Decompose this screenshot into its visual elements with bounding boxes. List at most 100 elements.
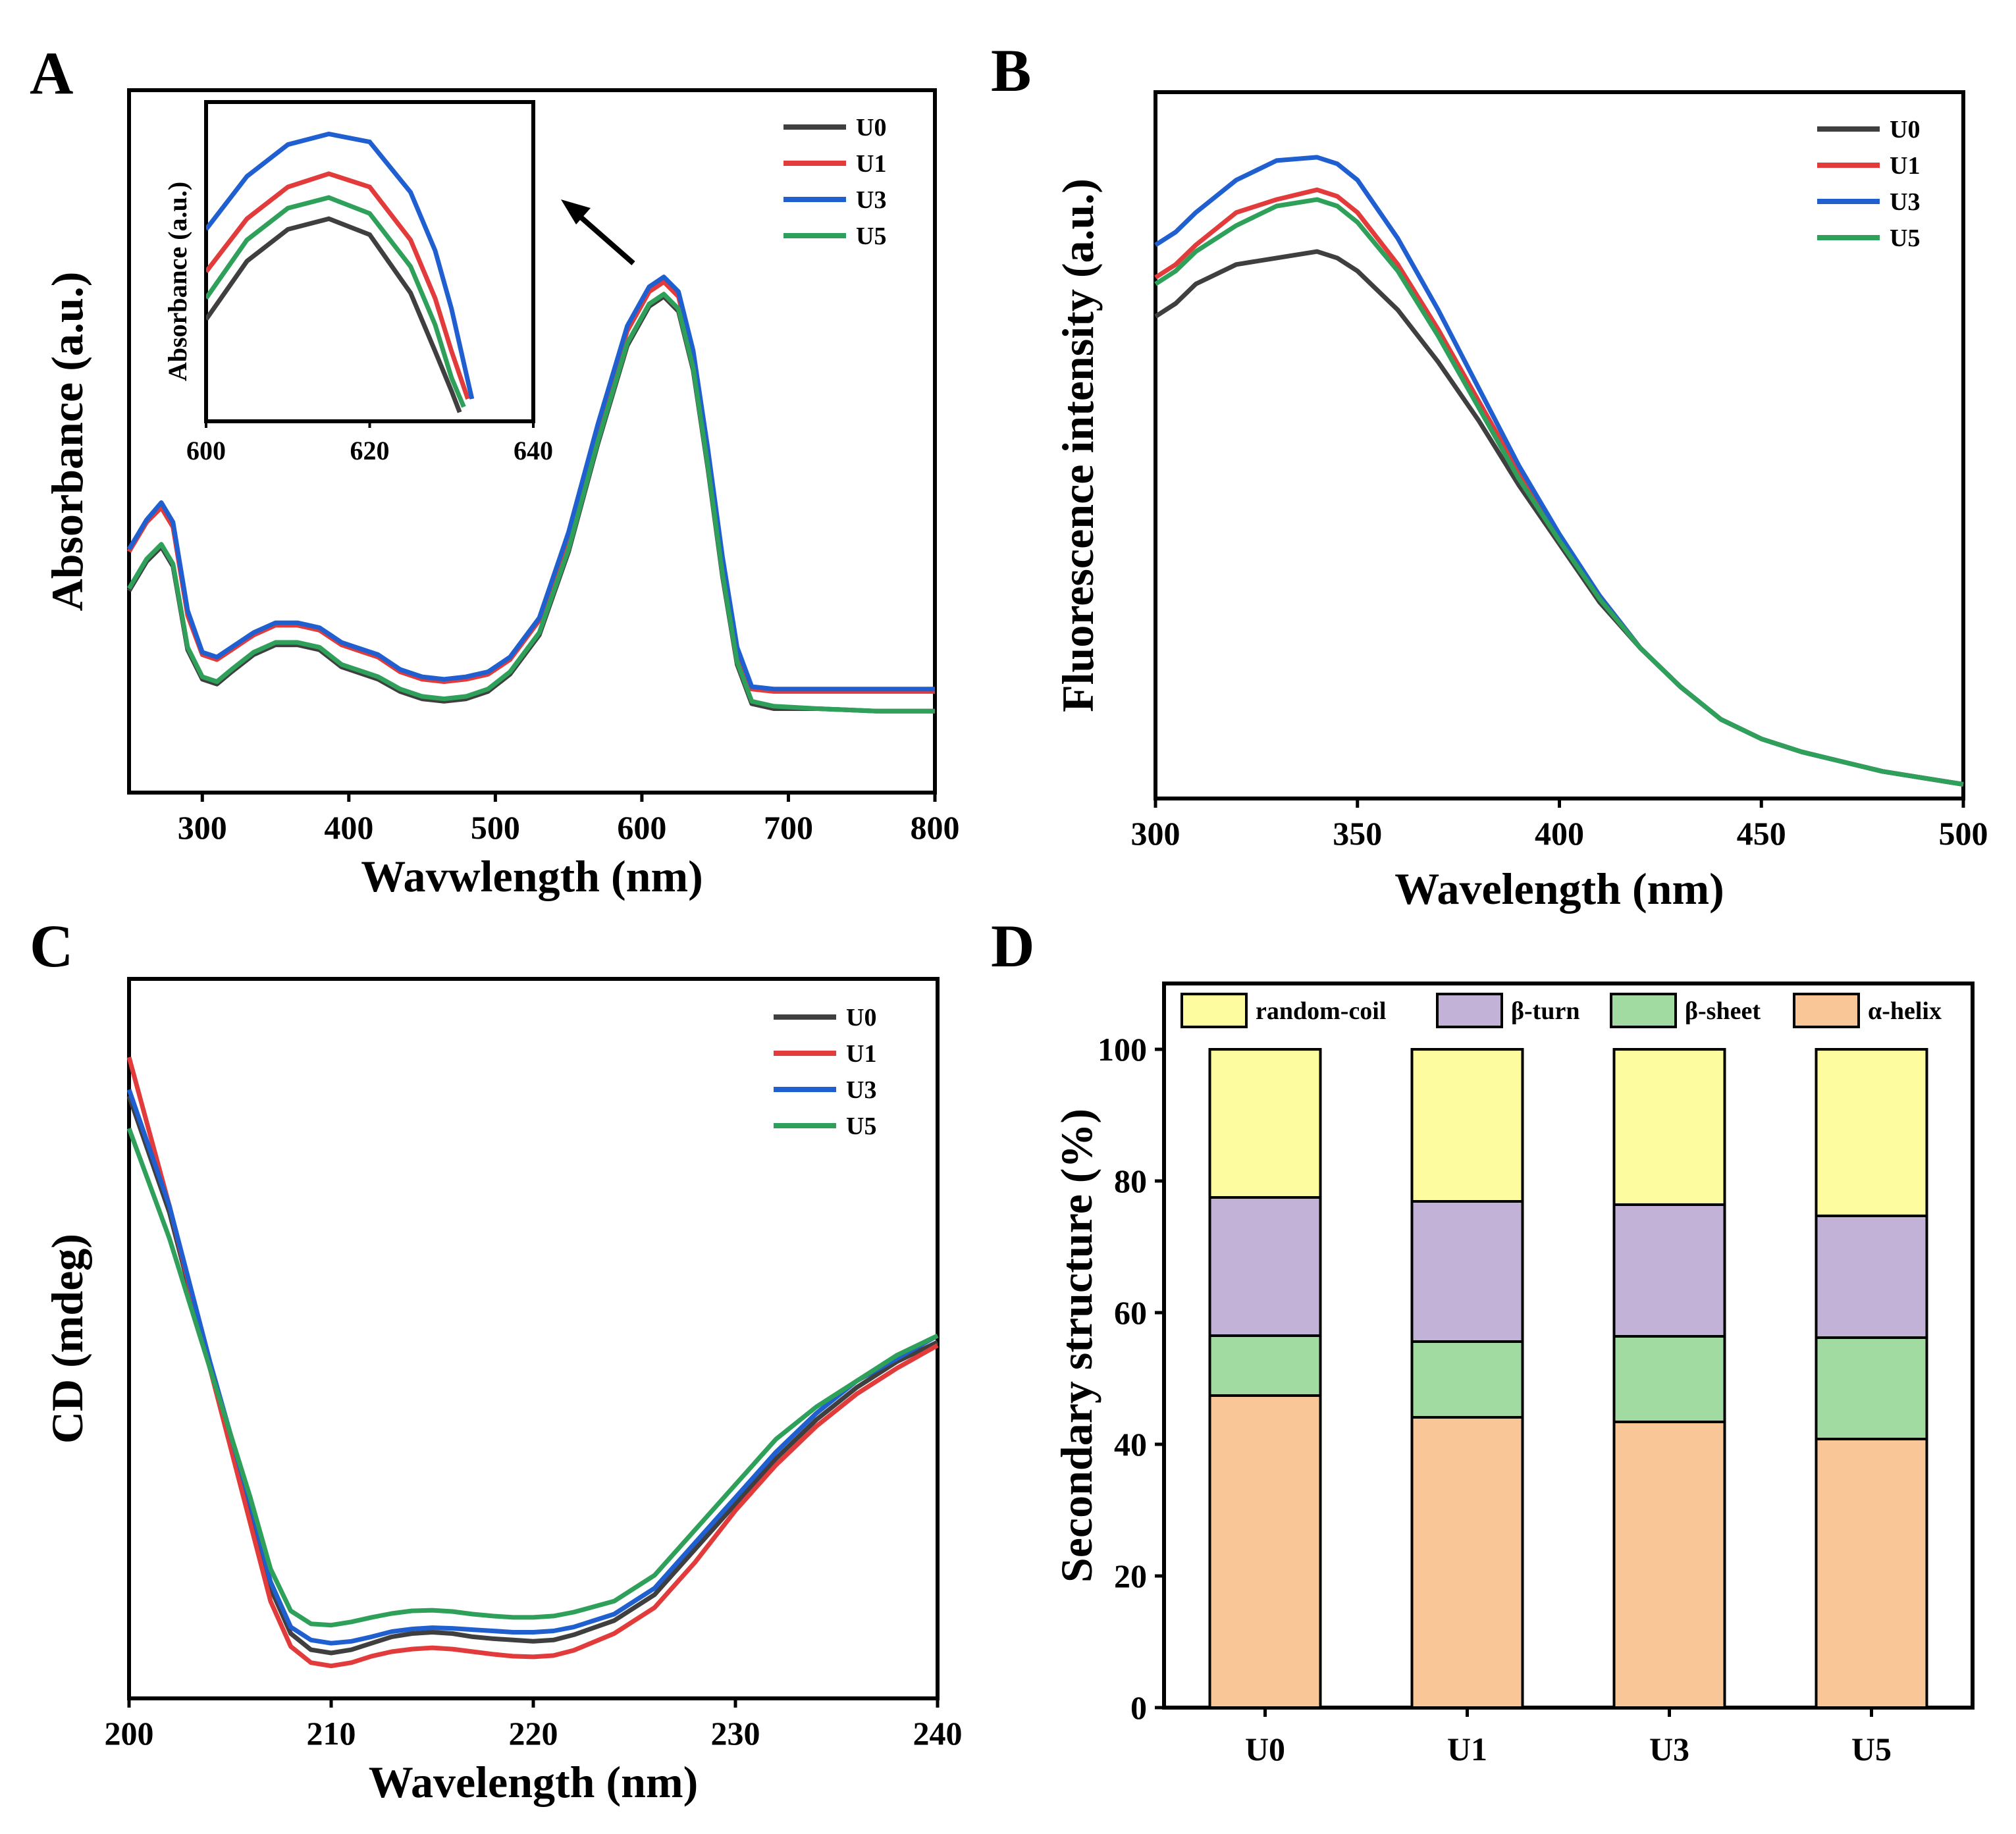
x-tick-label: 450 <box>1737 815 1786 852</box>
inset-frame <box>204 100 535 423</box>
y-tick-label: 100 <box>1098 1031 1147 1068</box>
inset-x-tick-label: 620 <box>350 436 390 465</box>
y-axis-label: Fluorescence intensity (a.u.) <box>1053 178 1103 712</box>
bar-beta-sheet-U3 <box>1612 1335 1726 1423</box>
inset-series-line-U3 <box>206 131 475 400</box>
bar-beta-sheet-U0 <box>1208 1334 1322 1397</box>
x-tick-label: 300 <box>1131 815 1180 852</box>
legend-label-U1: U1 <box>846 1040 876 1068</box>
series-line-U1 <box>126 1057 939 1669</box>
x-tick-label: 230 <box>711 1715 760 1752</box>
x-tick-label: 200 <box>105 1715 154 1752</box>
x-axis-label: Wavelength (nm) <box>1394 864 1724 914</box>
legend-label-U0: U0 <box>1890 116 1920 144</box>
bar-alpha-helix-U3 <box>1612 1421 1726 1709</box>
panel-c-frame <box>127 977 940 1700</box>
bar-alpha-helix-U0 <box>1208 1394 1322 1709</box>
legend-label-U3: U3 <box>1890 188 1920 216</box>
series-line-U0 <box>1154 249 1964 787</box>
legend-swatch-alpha-helix <box>1793 993 1860 1028</box>
x-tick-label: 600 <box>617 809 666 846</box>
y-tick-label: 40 <box>1114 1426 1147 1463</box>
x-tick-label: 210 <box>307 1715 356 1752</box>
x-axis-label: Wavwlength (nm) <box>361 851 703 901</box>
panel-label-B: B <box>991 37 1031 104</box>
x-tick-label: 800 <box>911 809 960 846</box>
legend-label-alpha-helix: α-helix <box>1868 997 1942 1025</box>
arrow-line <box>577 213 635 266</box>
legend-a: U0 U1 U3 U5 <box>783 114 886 250</box>
panel-d-frame <box>1162 982 1975 1710</box>
legend-swatch-beta-sheet <box>1610 993 1677 1028</box>
arrow-icon <box>561 199 591 224</box>
x-tick-label: 400 <box>324 809 373 846</box>
bar-random-coil-U3 <box>1612 1048 1726 1206</box>
panel-label-C: C <box>30 912 73 980</box>
y-tick-label: 0 <box>1130 1689 1147 1726</box>
panel-label-A: A <box>30 39 73 107</box>
bar-alpha-helix-U1 <box>1410 1416 1524 1709</box>
legend-label-U0: U0 <box>856 114 886 142</box>
legend-swatch-beta-turn <box>1436 993 1503 1028</box>
series-line-U3 <box>1154 155 1964 787</box>
legend-d: random-coil β-turn β-sheet α-helix <box>1180 993 1942 1028</box>
legend-label-U3: U3 <box>846 1076 876 1104</box>
inset-series-line-U5 <box>206 195 466 408</box>
y-axis-label: Secondary structure (%) <box>1051 1109 1101 1583</box>
y-axis-label: CD (mdeg) <box>42 1234 92 1444</box>
x-tick-label: U0 <box>1245 1731 1285 1768</box>
legend-label-random-coil: random-coil <box>1256 997 1386 1025</box>
x-tick-label: U5 <box>1851 1731 1892 1768</box>
inset-x-tick-label: 600 <box>186 436 226 465</box>
legend-label-U5: U5 <box>856 223 886 250</box>
x-tick-label: 500 <box>1939 815 1988 852</box>
bar-beta-sheet-U1 <box>1410 1340 1524 1419</box>
x-tick-label: 500 <box>471 809 520 846</box>
inset-y-axis-label: Absorbance (a.u.) <box>163 182 192 381</box>
legend-label-U0: U0 <box>846 1004 876 1032</box>
x-tick-label: 400 <box>1535 815 1584 852</box>
x-axis-label: Wavelength (nm) <box>369 1757 699 1807</box>
bar-beta-sheet-U5 <box>1815 1336 1928 1440</box>
x-tick-label: U1 <box>1447 1731 1487 1768</box>
legend-label-U1: U1 <box>1890 152 1920 180</box>
legend-label-U5: U5 <box>846 1113 876 1140</box>
bar-alpha-helix-U5 <box>1815 1438 1928 1709</box>
bar-random-coil-U5 <box>1815 1048 1928 1217</box>
y-axis-label: Absorbance (a.u.) <box>42 272 92 612</box>
bar-beta-turn-U1 <box>1410 1200 1524 1343</box>
legend-b: U0 U1 U3 U5 <box>1817 116 1920 252</box>
legend-label-beta-turn: β-turn <box>1511 997 1579 1025</box>
series-line-U0 <box>126 1095 939 1656</box>
series-line-U5 <box>1154 197 1964 787</box>
inset-series-line-U1 <box>206 171 470 400</box>
series-line-U3 <box>126 275 935 692</box>
series-line-U5 <box>126 292 935 714</box>
x-tick-label: 300 <box>178 809 227 846</box>
x-tick-label: 220 <box>509 1715 558 1752</box>
x-tick-label: U3 <box>1649 1731 1689 1768</box>
legend-label-U1: U1 <box>856 150 886 178</box>
legend-label-beta-sheet: β-sheet <box>1685 997 1761 1025</box>
x-tick-label: 700 <box>764 809 813 846</box>
inset-series-line-U0 <box>206 216 462 413</box>
y-tick-label: 60 <box>1114 1294 1147 1331</box>
legend-swatch-random-coil <box>1180 993 1248 1028</box>
bar-beta-turn-U0 <box>1208 1196 1322 1337</box>
series-line-U3 <box>126 1089 939 1646</box>
x-tick-label: 350 <box>1333 815 1382 852</box>
inset-x-tick-label: 640 <box>514 436 553 465</box>
x-tick-label: 240 <box>913 1715 963 1752</box>
legend-label-U5: U5 <box>1890 224 1920 252</box>
panel-a-frame <box>127 88 937 795</box>
series-line-U1 <box>1154 187 1964 787</box>
bar-beta-turn-U3 <box>1612 1203 1726 1338</box>
bar-beta-turn-U5 <box>1815 1215 1928 1339</box>
panel-label-D: D <box>991 912 1034 980</box>
y-tick-label: 80 <box>1114 1163 1147 1199</box>
series-line-U5 <box>126 1127 939 1628</box>
bar-random-coil-U1 <box>1410 1048 1524 1203</box>
y-tick-label: 20 <box>1114 1558 1147 1594</box>
bar-random-coil-U0 <box>1208 1048 1322 1199</box>
